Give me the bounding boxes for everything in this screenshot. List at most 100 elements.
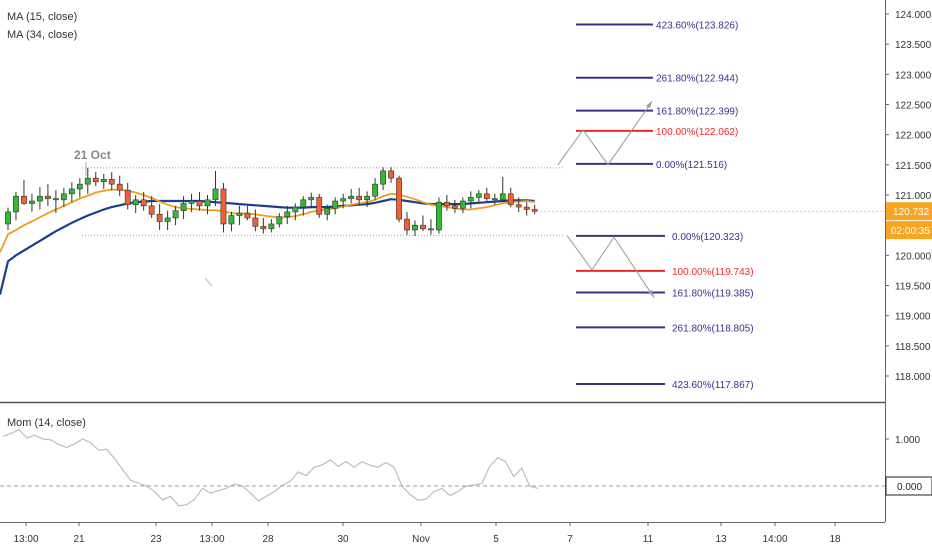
- candle: [188, 193, 195, 212]
- candle: [5, 207, 11, 230]
- fib-level-label: 261.80%(118.805): [672, 323, 754, 334]
- price-tick-label: 118.000: [895, 372, 931, 383]
- price-tick-label: 122.500: [895, 101, 932, 112]
- candle-body: [84, 177, 91, 185]
- price-tick-label: 121.500: [895, 161, 932, 172]
- candle: [29, 193, 35, 212]
- current-price-badge: [886, 202, 932, 221]
- candle: [332, 197, 339, 215]
- candle-body: [212, 188, 219, 201]
- candle: [21, 179, 27, 205]
- candle: [124, 182, 131, 210]
- candle-body: [332, 200, 339, 209]
- candle: [475, 190, 482, 204]
- candle-body: [100, 179, 107, 183]
- candle-body: [523, 206, 530, 210]
- candle-body: [300, 199, 307, 208]
- candle: [356, 187, 363, 205]
- time-tick-label: 21: [73, 534, 85, 545]
- candle-body: [5, 211, 11, 225]
- mom-zero-label: 0.000: [897, 482, 922, 493]
- fib-level-label: 161.80%(119.385): [672, 288, 754, 299]
- price-pane[interactable]: 423.60%(123.826) 261.80%(122.944) 161.80%(…: [0, 20, 885, 391]
- candle-body: [124, 189, 131, 205]
- fib-level-label: 100.00%(122.062): [656, 127, 738, 138]
- candle-body: [436, 201, 442, 231]
- candle: [100, 173, 107, 189]
- price-tick-label: 123.500: [895, 40, 932, 51]
- candle: [388, 167, 394, 183]
- candle-body: [348, 195, 355, 199]
- candle-body: [268, 223, 275, 230]
- candle: [44, 184, 51, 206]
- fib-level-label: 0.00%(120.323): [672, 232, 743, 243]
- candle-body: [467, 197, 474, 202]
- time-tick-label: 14:00: [762, 534, 787, 545]
- projection-down-path: [566, 235, 655, 298]
- candle-body: [412, 224, 418, 231]
- candle: [308, 192, 315, 209]
- candle: [252, 209, 259, 232]
- candle: [37, 187, 43, 210]
- candle-body: [308, 197, 315, 201]
- projection-up-path: [557, 101, 653, 166]
- candle-body: [428, 228, 434, 231]
- time-tick-label: Nov: [412, 534, 430, 545]
- time-tick-label: 11: [643, 534, 654, 545]
- candle: [276, 213, 283, 228]
- candle: [491, 193, 498, 205]
- candle: [60, 187, 67, 208]
- candle: [507, 187, 514, 208]
- candle: [13, 191, 19, 221]
- candle: [244, 205, 251, 221]
- candle-body: [404, 218, 410, 231]
- candle: [228, 211, 235, 232]
- countdown-badge: [886, 221, 932, 240]
- candle-body: [420, 224, 426, 230]
- candle-body: [196, 200, 203, 207]
- mom-tick-label: 1.000: [895, 435, 920, 446]
- candle-body: [459, 200, 466, 209]
- mom-zero-badge: [885, 476, 932, 496]
- candle-body: [252, 217, 259, 227]
- legend: MA (15, close) MA (34, close) Mom (14, c…: [7, 11, 111, 429]
- candle-body: [188, 200, 195, 204]
- candle: [212, 170, 219, 206]
- candle: [436, 197, 442, 234]
- fib-level-label: 0.00%(121.516): [656, 160, 727, 171]
- time-tick-label: 13:00: [13, 534, 38, 545]
- time-tick-label: 13: [715, 534, 727, 545]
- candle-body: [507, 193, 514, 205]
- candle: [132, 195, 139, 214]
- candle-body: [164, 217, 171, 222]
- ma-slow-line: [0, 198, 535, 295]
- axes-layer: 124.000 123.500 123.000 122.500 122.000 121.5…: [13, 10, 932, 545]
- fib-level-label: 423.60%(117.867): [672, 380, 754, 391]
- grid-layer: [0, 0, 886, 523]
- candle-body: [204, 199, 211, 207]
- candle: [164, 210, 171, 230]
- candle: [364, 191, 370, 208]
- candle: [300, 196, 307, 216]
- candle-body: [148, 205, 155, 215]
- fib-level-label: 261.80%(122.944): [656, 74, 738, 85]
- momentum-pane[interactable]: [0, 428, 885, 507]
- candle: [236, 205, 243, 226]
- candle: [156, 204, 163, 230]
- candle: [108, 172, 115, 191]
- time-tick-label: 28: [262, 534, 274, 545]
- projection-up-arrowhead: [646, 101, 652, 108]
- candle-body: [380, 170, 386, 185]
- candle-body: [324, 207, 331, 215]
- candle: [443, 195, 450, 211]
- legend-mom: Mom (14, close): [7, 417, 86, 429]
- candle: [196, 191, 203, 211]
- candle-body: [364, 195, 370, 201]
- candle: [68, 182, 75, 203]
- candle-body: [156, 214, 163, 222]
- candle-body: [116, 183, 123, 191]
- ma-fast-line: [0, 188, 535, 253]
- candle: [459, 197, 466, 214]
- legend-ma-fast: MA (15, close): [7, 11, 77, 23]
